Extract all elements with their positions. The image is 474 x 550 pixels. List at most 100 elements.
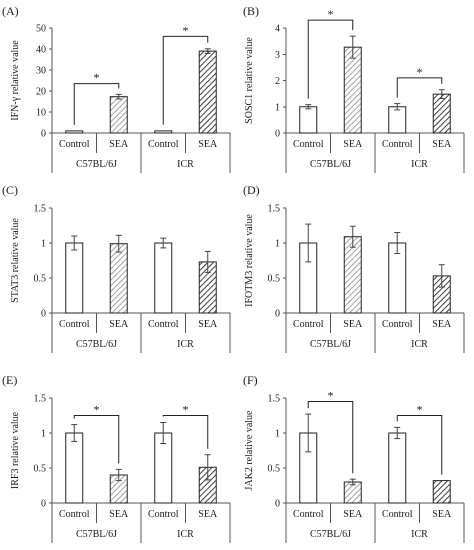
category-label: Control — [293, 139, 324, 150]
group-label: ICR — [177, 159, 194, 170]
bar-control-icr — [388, 106, 407, 134]
y-tick-label: 0 — [275, 309, 280, 320]
panel-label: (E) — [2, 373, 17, 387]
bar-sea-c57bl — [109, 96, 128, 134]
panel-d: (D) 0 0.5 1 1.5 IFOTM3 relative value Control S… — [243, 183, 465, 353]
bar-control-icr — [388, 432, 407, 504]
category-label: SEA — [432, 139, 452, 150]
y-tick-label: 10 — [36, 108, 46, 119]
panel-label: (C) — [2, 183, 18, 197]
y-tick-label: 1.5 — [268, 204, 281, 215]
significance-bracket — [307, 19, 354, 99]
y-axis-title: IFN-γ relative value — [10, 40, 21, 121]
y-tick-label: 1 — [275, 102, 280, 113]
y-tick-label: 1 — [275, 239, 280, 250]
significance-bracket — [162, 415, 209, 449]
y-tick-label: 1 — [41, 239, 46, 250]
significance-marker: * — [183, 23, 189, 37]
category-label: Control — [148, 139, 179, 150]
y-axis-title: IFOTM3 relative value — [244, 214, 255, 307]
y-axis-title: STAT3 relative value — [10, 218, 21, 303]
category-label: SEA — [109, 139, 129, 150]
y-tick-label: 0 — [41, 309, 46, 320]
category-label: Control — [382, 509, 413, 520]
y-tick-label: 1 — [41, 429, 46, 440]
y-tick-label: 0 — [275, 499, 280, 510]
group-label: C57BL/6J — [310, 339, 351, 350]
category-label: SEA — [343, 319, 363, 330]
panel-a: (A) 0 10 20 30 40 50 IFN-γ relative value Contro… — [2, 4, 231, 173]
panel-label: (F) — [243, 373, 258, 387]
category-label: SEA — [109, 319, 129, 330]
group-label: ICR — [177, 529, 194, 540]
panel-f: (F) 0 0.5 1 1.5 JAK2 relative value Control SEA… — [243, 373, 465, 543]
y-axis-title: IRF3 relative value — [10, 411, 21, 489]
y-tick-label: 20 — [36, 87, 46, 98]
panel-label: (D) — [243, 183, 260, 197]
y-tick-label: 3 — [275, 50, 280, 61]
bar-sea-c57bl — [343, 46, 362, 134]
category-label: Control — [59, 509, 90, 520]
significance-bracket — [396, 77, 443, 98]
group-label: C57BL/6J — [310, 529, 351, 540]
significance-bracket — [162, 35, 209, 125]
significance-bracket — [396, 415, 443, 475]
y-tick-label: 1 — [275, 429, 280, 440]
group-label: ICR — [411, 529, 428, 540]
y-tick-label: 30 — [36, 66, 46, 77]
bar-sea-icr — [432, 480, 451, 504]
y-tick-label: 0.5 — [34, 274, 47, 285]
group-label: C57BL/6J — [76, 159, 117, 170]
bar-sea-c57bl — [343, 236, 362, 314]
significance-marker: * — [94, 71, 100, 85]
panel-c: (C) 0 0.5 1 1.5 STAT3 relative value Control SE… — [2, 183, 231, 353]
category-label: Control — [293, 509, 324, 520]
y-tick-label: 4 — [275, 24, 280, 35]
significance-marker: * — [417, 65, 423, 79]
category-label: Control — [59, 319, 90, 330]
category-label: SEA — [198, 319, 218, 330]
group-label: C57BL/6J — [76, 339, 117, 350]
category-label: SEA — [109, 509, 129, 520]
group-label: C57BL/6J — [76, 529, 117, 540]
category-label: SEA — [432, 509, 452, 520]
bar-control-c57bl — [299, 106, 318, 134]
y-tick-label: 40 — [36, 45, 46, 56]
y-tick-label: 0 — [41, 129, 46, 140]
y-tick-label: 1.5 — [34, 394, 47, 405]
y-axis-title: SOSC1 relative value — [244, 37, 255, 124]
category-label: Control — [382, 139, 413, 150]
group-label: ICR — [411, 159, 428, 170]
bar-sea-icr — [198, 50, 217, 134]
bar-control-c57bl — [65, 130, 84, 134]
y-tick-label: 1.5 — [34, 204, 47, 215]
category-label: SEA — [198, 139, 218, 150]
panel-label: (B) — [243, 4, 259, 18]
category-label: Control — [59, 139, 90, 150]
category-label: Control — [148, 509, 179, 520]
panel-e: (E) 0 0.5 1 1.5 IRF3 relative value Control SEA… — [2, 373, 231, 543]
group-label: ICR — [411, 339, 428, 350]
category-label: Control — [148, 319, 179, 330]
y-axis-title: JAK2 relative value — [244, 410, 255, 491]
y-tick-label: 2 — [275, 76, 280, 87]
y-tick-label: 0.5 — [268, 464, 281, 475]
significance-marker: * — [417, 403, 423, 417]
y-tick-label: 1.5 — [268, 394, 281, 405]
y-tick-label: 0.5 — [34, 464, 47, 475]
y-tick-label: 0 — [275, 129, 280, 140]
category-label: SEA — [432, 319, 452, 330]
group-label: C57BL/6J — [310, 159, 351, 170]
bar-control-icr — [154, 130, 173, 134]
significance-bracket — [73, 415, 120, 464]
significance-bracket — [73, 83, 120, 125]
bar-control-c57bl — [65, 242, 84, 314]
y-tick-label: 0.5 — [268, 274, 281, 285]
significance-marker: * — [328, 7, 334, 21]
group-label: ICR — [177, 339, 194, 350]
category-label: SEA — [198, 509, 218, 520]
category-label: Control — [382, 319, 413, 330]
category-label: Control — [293, 319, 324, 330]
significance-bracket — [307, 401, 354, 474]
